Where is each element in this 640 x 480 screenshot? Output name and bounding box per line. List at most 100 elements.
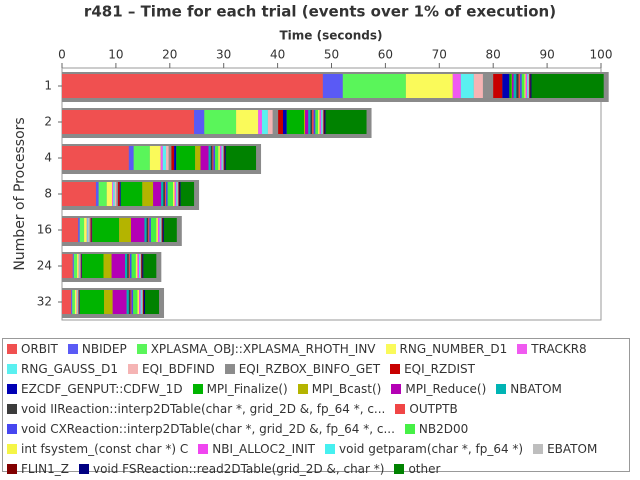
bar-segment xyxy=(520,74,522,98)
legend-swatch xyxy=(517,344,528,354)
bar-segment xyxy=(180,182,195,206)
bar-segment xyxy=(527,74,529,98)
bar-segment xyxy=(90,218,92,242)
legend-swatch xyxy=(390,364,401,374)
legend-item: TRACKR8 xyxy=(517,341,587,357)
bar-segment xyxy=(342,74,406,98)
bar-segment xyxy=(157,218,160,242)
bar-segment xyxy=(282,110,287,134)
bar-segment xyxy=(80,254,81,278)
bar-segment xyxy=(119,218,131,242)
bar-segment xyxy=(195,146,201,170)
legend-label: RNG_GAUSS_D1 xyxy=(21,362,119,376)
legend-label: NBI_ALLOC2_INIT xyxy=(212,442,315,456)
bar-segment xyxy=(511,74,513,98)
legend-label: EBATOM xyxy=(547,442,598,456)
bar-segment xyxy=(111,254,126,278)
legend-item: EQI_RZDIST xyxy=(390,361,475,377)
bar-segment xyxy=(222,146,224,170)
legend-label: EZCDF_GENPUT::CDFW_1D xyxy=(21,382,183,396)
legend-label: RNG_NUMBER_D1 xyxy=(399,342,508,356)
bar-segment xyxy=(162,218,164,242)
bar-segment xyxy=(174,182,177,206)
legend-item: NBIDEP xyxy=(67,341,127,357)
bar-segment xyxy=(530,74,532,98)
bar-segment xyxy=(308,110,311,134)
legend-item: NBI_ALLOC2_INIT xyxy=(198,441,315,457)
bar-segment xyxy=(135,254,138,278)
bar-segment xyxy=(305,110,309,134)
bar-segment xyxy=(173,182,175,206)
bar-segment xyxy=(71,290,73,314)
legend-label: int fsystem_(const char *) C xyxy=(21,442,189,456)
bar-segment xyxy=(84,218,87,242)
bar-segment xyxy=(143,254,157,278)
bar-segment xyxy=(219,146,222,170)
bar-segment xyxy=(87,218,89,242)
bar-segment xyxy=(114,182,117,206)
legend-label: other xyxy=(408,462,441,476)
bar-segment xyxy=(278,110,283,134)
bar-segment xyxy=(86,218,88,242)
legend-item: EQI_RZBOX_BINFO_GET xyxy=(224,361,380,377)
bar-segment xyxy=(140,290,142,314)
bar-segment xyxy=(141,254,143,278)
bar-segment xyxy=(88,218,90,242)
bar-segment xyxy=(62,110,195,134)
bar-segment xyxy=(62,182,96,206)
legend-label: ORBIT xyxy=(21,342,58,356)
y-tick-label: 4 xyxy=(44,151,52,165)
legend-label: void getparam(char *, fp_64 *) xyxy=(339,442,524,456)
y-axis-label: Number of Processors xyxy=(12,117,28,270)
bar-segment xyxy=(310,110,313,134)
bar-segment xyxy=(144,218,147,242)
legend-label: void IIReaction::interp2DTable(char *, g… xyxy=(21,402,386,416)
bar-segment xyxy=(518,74,521,98)
bar-segment xyxy=(221,146,223,170)
legend-swatch xyxy=(67,344,78,354)
bar-segment xyxy=(127,254,129,278)
bar-segment xyxy=(322,110,324,134)
bar-segment xyxy=(529,74,531,98)
y-tick-label: 16 xyxy=(37,223,52,237)
x-tick-label: 100 xyxy=(590,48,613,62)
bar-segment xyxy=(133,146,150,170)
legend-swatch xyxy=(533,444,544,454)
bar-segment xyxy=(405,74,453,98)
bar-segment xyxy=(150,218,157,242)
legend-swatch xyxy=(198,444,209,454)
bar-segment xyxy=(168,146,172,170)
x-tick-label: 40 xyxy=(270,48,285,62)
bar-segment xyxy=(312,110,314,134)
bar-segment xyxy=(79,290,80,314)
bar-segment xyxy=(286,110,305,134)
bar-segment xyxy=(319,110,322,134)
bar-segment xyxy=(79,290,105,314)
bar-segment xyxy=(131,254,136,278)
bar-segment xyxy=(78,290,80,314)
legend-label: MPI_Reduce() xyxy=(405,382,487,396)
legend-swatch xyxy=(404,424,415,434)
bar-segment xyxy=(272,110,279,134)
bar-segment xyxy=(79,218,85,242)
legend-item: NBATOM xyxy=(496,381,562,397)
bar-segment xyxy=(62,254,73,278)
bar-segment xyxy=(137,290,140,314)
bar-segment xyxy=(322,74,343,98)
legend-item: void FSReaction::read2DTable(grid_2D &, … xyxy=(78,461,384,477)
bar-segment xyxy=(531,74,604,98)
legend-item: XPLASMA_OBJ::XPLASMA_RHOTH_INV xyxy=(136,341,376,357)
x-tick-label: 50 xyxy=(324,48,339,62)
bar-segment xyxy=(91,218,93,242)
legend-label: TRACKR8 xyxy=(531,342,587,356)
bar-segment xyxy=(62,74,323,98)
legend-swatch xyxy=(297,384,308,394)
legend-item: EZCDF_GENPUT::CDFW_1D xyxy=(7,381,183,397)
y-tick-label: 32 xyxy=(37,295,52,309)
bar-segment xyxy=(112,290,127,314)
bar-segment xyxy=(318,110,320,134)
bar-segment xyxy=(166,146,169,170)
bar-segment xyxy=(139,254,141,278)
bar-segment xyxy=(89,218,91,242)
legend-swatch xyxy=(7,404,17,414)
